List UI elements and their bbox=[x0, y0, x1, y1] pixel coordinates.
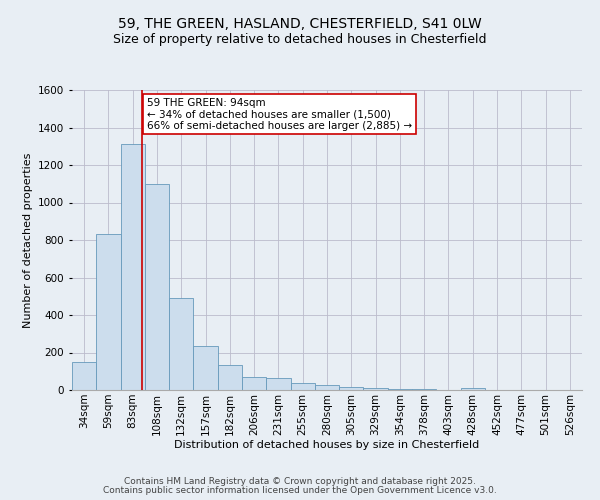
Bar bbox=[242, 377, 266, 390]
Bar bbox=[266, 378, 290, 390]
Bar bbox=[461, 388, 485, 390]
Bar bbox=[218, 364, 242, 390]
Bar bbox=[145, 184, 169, 390]
Y-axis label: Number of detached properties: Number of detached properties bbox=[23, 152, 32, 328]
Bar bbox=[315, 386, 339, 390]
Bar bbox=[169, 298, 193, 390]
Text: Contains HM Land Registry data © Crown copyright and database right 2025.: Contains HM Land Registry data © Crown c… bbox=[124, 477, 476, 486]
Text: 59 THE GREEN: 94sqm
← 34% of detached houses are smaller (1,500)
66% of semi-det: 59 THE GREEN: 94sqm ← 34% of detached ho… bbox=[147, 98, 412, 130]
X-axis label: Distribution of detached houses by size in Chesterfield: Distribution of detached houses by size … bbox=[175, 440, 479, 450]
Text: Contains public sector information licensed under the Open Government Licence v3: Contains public sector information licen… bbox=[103, 486, 497, 495]
Bar bbox=[388, 389, 412, 390]
Bar bbox=[96, 234, 121, 390]
Bar bbox=[193, 346, 218, 390]
Text: Size of property relative to detached houses in Chesterfield: Size of property relative to detached ho… bbox=[113, 32, 487, 46]
Bar bbox=[290, 383, 315, 390]
Bar bbox=[364, 388, 388, 390]
Bar bbox=[121, 144, 145, 390]
Bar bbox=[412, 389, 436, 390]
Bar bbox=[339, 387, 364, 390]
Bar bbox=[72, 362, 96, 390]
Text: 59, THE GREEN, HASLAND, CHESTERFIELD, S41 0LW: 59, THE GREEN, HASLAND, CHESTERFIELD, S4… bbox=[118, 18, 482, 32]
